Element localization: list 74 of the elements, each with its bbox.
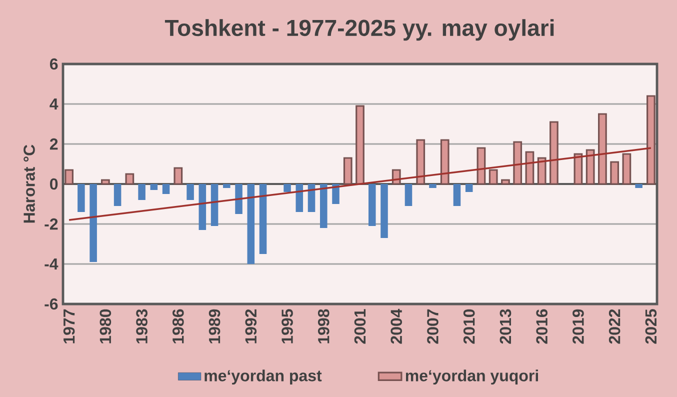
bar: [90, 184, 97, 262]
x-tick-label: 2010: [463, 309, 475, 344]
bar: [223, 184, 230, 188]
bar: [574, 153, 583, 185]
bar: [416, 139, 426, 185]
bar: [380, 184, 388, 238]
x-tick-label: 1998: [318, 309, 330, 344]
bar: [114, 184, 122, 206]
bar: [501, 179, 510, 185]
bar: [332, 184, 340, 204]
bar: [537, 157, 546, 185]
x-tick-label: 1989: [208, 309, 220, 344]
bar: [368, 184, 376, 226]
bar: [210, 184, 218, 226]
bar: [488, 169, 498, 185]
bar: [356, 105, 364, 185]
bar: [635, 184, 642, 188]
bar: [320, 184, 328, 228]
x-tick-label: 1983: [136, 309, 148, 344]
y-axis-title: Harorat °C: [24, 144, 35, 223]
x-tick-label: 2007: [427, 309, 438, 344]
x-tick-label: 2004: [390, 308, 402, 344]
bar: [198, 184, 206, 230]
y-tick-label: -2: [44, 218, 58, 230]
y-tick-label: -4: [44, 258, 58, 270]
bar: [440, 139, 450, 185]
bar: [138, 184, 146, 200]
x-tick-label: 2013: [500, 309, 512, 344]
bar: [586, 149, 595, 185]
bar: [64, 169, 74, 185]
legend-label: me‘yordan past: [204, 370, 322, 385]
bar: [404, 184, 412, 206]
bar: [235, 184, 242, 214]
bar: [550, 121, 558, 185]
bar: [622, 153, 632, 185]
bar: [465, 184, 473, 192]
bar: [259, 184, 267, 254]
bar: [186, 184, 194, 200]
x-tick-label: 2016: [536, 309, 548, 344]
bar: [308, 184, 316, 212]
bar: [125, 173, 134, 185]
legend-label: me‘yordan yuqori: [406, 370, 538, 385]
x-tick-label: 2019: [572, 309, 584, 344]
bar: [453, 184, 461, 206]
bar: [284, 184, 291, 192]
y-tick-label: 2: [50, 138, 58, 150]
bar: [100, 179, 110, 185]
y-tick-label: 0: [50, 178, 58, 190]
bar: [247, 184, 255, 264]
bar: [429, 184, 436, 188]
bar: [513, 141, 522, 185]
bar: [525, 151, 534, 185]
x-tick-label: 1992: [245, 309, 257, 344]
x-tick-label: 1995: [282, 309, 293, 344]
bar: [174, 167, 183, 185]
bar: [78, 184, 85, 212]
bar: [162, 184, 170, 194]
x-tick-label: 1980: [100, 309, 112, 344]
y-tick-label: -6: [44, 298, 58, 310]
chart-title: Toshkent - 1977-2025 yy. may oylari: [164, 19, 554, 41]
bar: [610, 161, 620, 185]
x-tick-label: 1977: [63, 309, 75, 344]
bar: [476, 147, 486, 185]
x-tick-label: 2001: [354, 309, 366, 344]
bar: [150, 184, 158, 190]
y-tick-label: 4: [50, 98, 58, 110]
x-tick-label: 2025: [645, 309, 657, 344]
bar: [296, 184, 304, 212]
bar: [598, 113, 607, 185]
x-tick-label: 1986: [172, 309, 184, 344]
bar: [343, 157, 352, 185]
bar: [646, 95, 656, 185]
y-tick-label: 6: [50, 58, 58, 70]
x-tick-label: 2022: [608, 309, 620, 344]
